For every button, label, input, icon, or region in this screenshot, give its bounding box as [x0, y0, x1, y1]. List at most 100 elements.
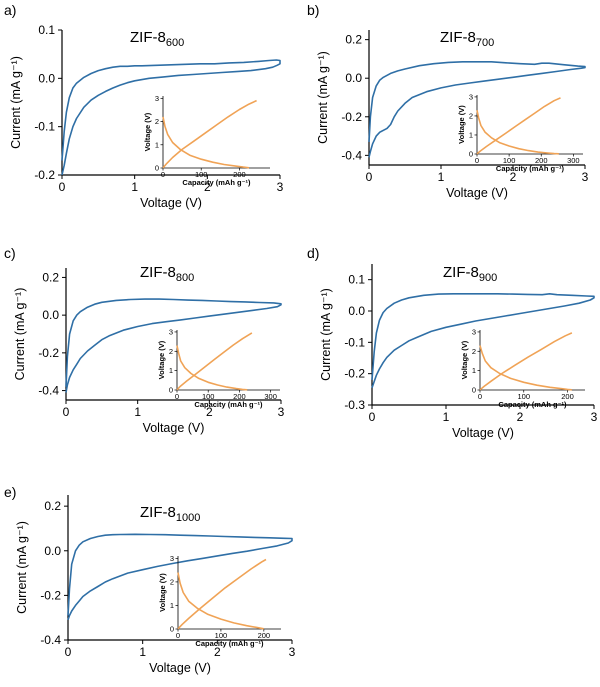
- inset-chart: 0 100 200 0 1 2 3 Capacity (mAh g⁻¹) Voltage (V): [158, 554, 281, 648]
- inset-y-tick-label: 0: [155, 164, 159, 173]
- y-axis-label: Current (mA g⁻¹): [9, 56, 23, 149]
- inset-x-tick-label: 0: [475, 156, 479, 165]
- inset-chart: 0 100 200 300 0 1 2 3 Capacity (mAh g⁻¹) Voltage …: [157, 327, 280, 409]
- inset-x-axis-label: Capacity (mAh g⁻¹): [195, 639, 264, 648]
- y-tick-label: 0.0: [348, 304, 365, 318]
- chart-title: ZIF-8900: [443, 264, 497, 284]
- chart-title: ZIF-8600: [130, 29, 184, 49]
- x-tick-label: 1: [134, 405, 141, 419]
- chart-title: ZIF-8700: [440, 29, 494, 49]
- y-axis-label: Current (mA g⁻¹): [316, 51, 330, 144]
- discharge-curve: [479, 345, 572, 391]
- inset-x-tick-label: 0: [175, 392, 179, 401]
- x-tick-label: 0: [369, 410, 376, 424]
- charge-curve: [476, 97, 561, 155]
- inset-chart: 0 100 200 0 1 2 3 Capacity (mAh g⁻¹) Voltage (V): [143, 94, 270, 187]
- y-tick-label: -0.2: [344, 367, 365, 381]
- inset-x-axis-label: Capacity (mAh g⁻¹): [496, 164, 565, 173]
- inset-y-tick-label: 0: [469, 150, 473, 159]
- y-tick-label: -0.2: [341, 110, 362, 124]
- inset-x-tick-label: 100: [503, 156, 516, 165]
- inset-y-axis-label: Voltage (V): [158, 573, 167, 612]
- panel-d: d) ZIF-8900 0 1 2 3 -0.3 -0.2 -0.1 0.0 0.1 Voltage …: [307, 245, 598, 440]
- inset-y-tick-label: 1: [472, 366, 476, 375]
- chart-title-subscript: 1000: [176, 512, 200, 524]
- inset-y-tick-label: 2: [169, 347, 173, 356]
- y-tick-label: 0.1: [348, 273, 365, 287]
- inset-chart: 0 100 200 0 1 2 3 Capacity (mAh g⁻¹) Voltage (V): [460, 327, 585, 409]
- inset-x-tick-label: 200: [258, 631, 271, 640]
- inset-y-tick-label: 2: [469, 111, 473, 120]
- x-tick-label: 3: [289, 645, 296, 659]
- discharge-curve: [162, 116, 250, 169]
- y-tick-label: 0.1: [38, 23, 55, 37]
- panel-b: b) ZIF-8700 0 1 2 3 -0.4 -0.2 0.0 0.2 Voltage (V) C…: [307, 2, 589, 200]
- chart-title-base: ZIF-8: [440, 29, 476, 46]
- y-tick-label: -0.4: [38, 384, 59, 398]
- y-tick-label: 0.0: [38, 71, 55, 85]
- x-tick-label: 2: [214, 645, 221, 659]
- inset-chart: 0 100 200 300 0 1 2 3 Capacity (mAh g⁻¹) Voltage …: [457, 92, 583, 173]
- y-tick-label: -0.2: [40, 588, 61, 602]
- inset-y-axis-label: Voltage (V): [460, 340, 469, 379]
- chart-title-subscript: 700: [476, 37, 494, 49]
- inset-x-axis-label: Capacity (mAh g⁻¹): [194, 400, 263, 409]
- charge-curve: [479, 332, 573, 391]
- x-axis-label: Voltage (V): [149, 661, 211, 675]
- inset-x-tick-label: 300: [567, 156, 580, 165]
- inset-x-tick-label: 300: [264, 392, 277, 401]
- y-axis-label: Current (mA g⁻¹): [15, 521, 29, 614]
- inset-y-tick-label: 1: [155, 140, 159, 149]
- x-tick-label: 3: [591, 410, 598, 424]
- panel-label: a): [4, 2, 16, 18]
- inset-y-tick-label: 2: [170, 577, 174, 586]
- panel-label: b): [307, 2, 319, 18]
- y-tick-label: 0.2: [42, 270, 59, 284]
- discharge-curve: [177, 572, 264, 630]
- inset-x-tick-label: 100: [215, 631, 228, 640]
- inset-x-axis-label: Capacity (mAh g⁻¹): [498, 400, 567, 409]
- chart-title-base: ZIF-8: [140, 504, 176, 521]
- inset-y-axis-label: Voltage (V): [157, 340, 166, 379]
- y-tick-label: 0.0: [345, 71, 362, 85]
- y-tick-label: -0.3: [344, 398, 365, 412]
- inset-y-tick-label: 0: [472, 386, 476, 395]
- charge-curve: [177, 558, 267, 630]
- y-tick-label: -0.2: [38, 346, 59, 360]
- x-tick-label: 1: [438, 170, 445, 184]
- chart-title-subscript: 800: [176, 272, 194, 284]
- x-tick-label: 2: [206, 405, 213, 419]
- inset-x-tick-label: 100: [517, 392, 530, 401]
- charge-curve: [162, 99, 257, 169]
- x-tick-label: 2: [204, 180, 211, 194]
- inset-y-tick-label: 2: [472, 347, 476, 356]
- y-tick-label: 0.0: [44, 544, 61, 558]
- x-tick-label: 0: [63, 405, 70, 419]
- x-tick-label: 3: [277, 180, 284, 194]
- chart-title-subscript: 900: [479, 272, 497, 284]
- inset-x-tick-label: 200: [233, 392, 246, 401]
- chart-title-base: ZIF-8: [443, 264, 479, 281]
- inset-x-tick-label: 200: [535, 156, 548, 165]
- inset-x-axis-label: Capacity (mAh g⁻¹): [182, 178, 251, 187]
- discharge-curve: [176, 345, 248, 391]
- inset-y-tick-label: 1: [469, 130, 473, 139]
- x-tick-label: 2: [517, 410, 524, 424]
- inset-y-axis-label: Voltage (V): [143, 112, 152, 151]
- chart-title: ZIF-8800: [140, 264, 194, 284]
- panel-c: c) ZIF-8800 0 1 2 3 -0.4 -0.2 0.0 0.2 Voltage (V) C…: [4, 245, 285, 435]
- x-tick-label: 2: [510, 170, 517, 184]
- panel-label: d): [307, 245, 319, 261]
- discharge-curve: [476, 110, 559, 155]
- y-tick-label: 0.2: [345, 33, 362, 47]
- cv-curve: [368, 60, 586, 158]
- inset-y-tick-label: 3: [472, 327, 476, 336]
- y-tick-label: -0.2: [34, 168, 55, 182]
- inset-y-tick-label: 0: [169, 386, 173, 395]
- inset-x-tick-label: 0: [161, 170, 165, 179]
- y-tick-label: 0.0: [42, 308, 59, 322]
- inset-y-axis-label: Voltage (V): [457, 105, 466, 144]
- y-axis-label: Current (mA g⁻¹): [319, 288, 333, 381]
